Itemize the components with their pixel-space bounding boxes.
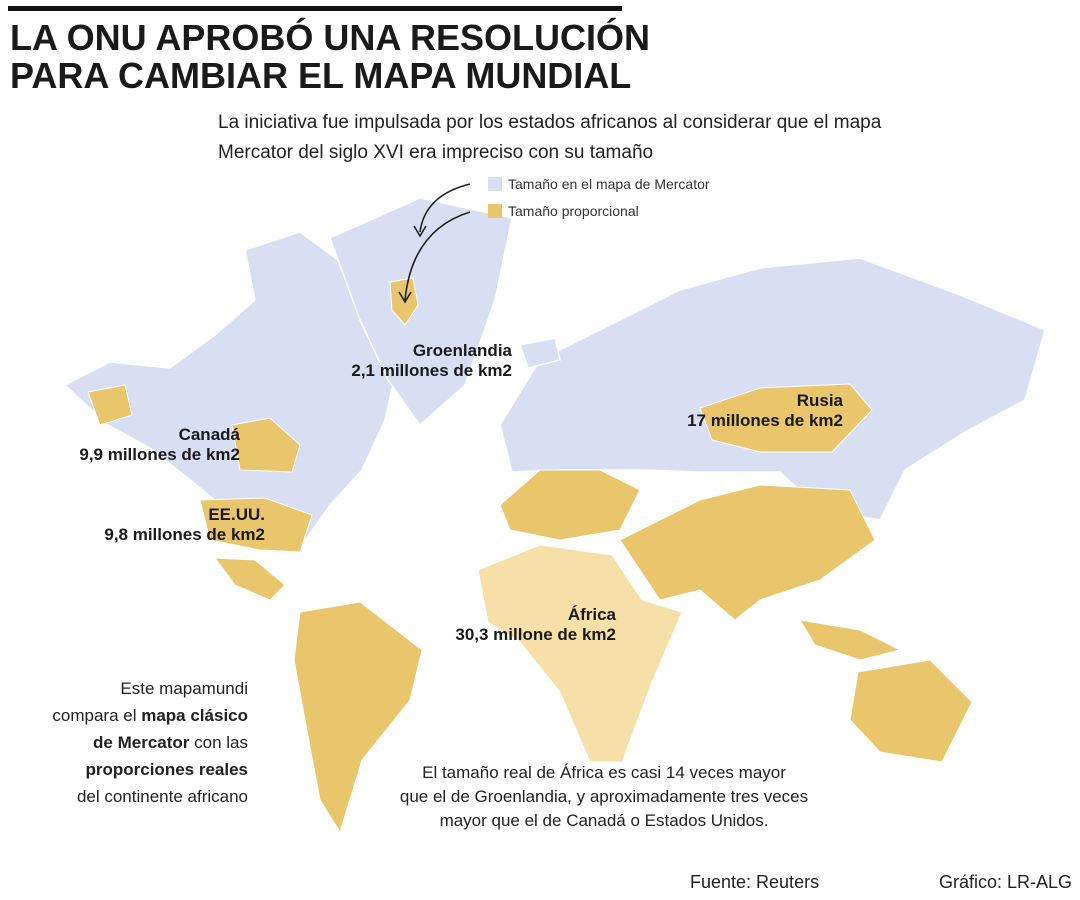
region-name: Canadá — [179, 425, 241, 444]
alaska — [87, 384, 133, 426]
side-note-bold: proporciones reales — [85, 760, 248, 779]
region-area: 9,8 millones de km2 — [104, 525, 265, 544]
side-note-line: Este mapamundi — [120, 679, 248, 698]
bottom-note-line: mayor que el de Canadá o Estados Unidos. — [440, 811, 769, 830]
side-note-line: del continente africano — [77, 787, 248, 806]
africa — [477, 544, 683, 763]
region-area: 2,1 millones de km2 — [351, 361, 512, 380]
map — [63, 197, 1046, 834]
greenland-mercator — [329, 197, 513, 427]
region-area: 9,9 millones de km2 — [79, 445, 240, 464]
region-name: Groenlandia — [413, 341, 513, 360]
side-note-line: compara el mapa clásico — [52, 706, 248, 725]
russia-proportional — [699, 383, 873, 453]
canada — [231, 417, 301, 473]
title-line: PARA CAMBIAR EL MAPA MUNDIAL — [10, 55, 631, 96]
title-rule — [8, 6, 622, 11]
asia — [619, 484, 876, 621]
side-note-bold: mapa clásico — [141, 706, 248, 725]
side-note-text: compara el — [52, 706, 141, 725]
usa — [199, 497, 313, 553]
south-america — [293, 601, 423, 834]
bottom-note-line: El tamaño real de África es casi 14 vece… — [422, 763, 786, 782]
arrowhead — [398, 291, 412, 304]
region-name: EE.UU. — [208, 505, 265, 524]
source: Fuente: Reuters — [690, 872, 819, 892]
region-name: África — [568, 605, 617, 624]
subtitle-line: La iniciativa fue impulsada por los esta… — [218, 112, 882, 133]
mexico — [213, 557, 286, 601]
legend: Tamaño en el mapa de Mercator Tamaño prop… — [488, 176, 710, 219]
region-area: 30,3 millone de km2 — [455, 625, 616, 644]
southeast-asia — [799, 619, 902, 661]
side-note-text: con las — [189, 733, 248, 752]
side-note-line: proporciones reales — [85, 760, 248, 779]
iceland-mercator — [519, 337, 561, 369]
credit: Gráfico: LR-ALG — [939, 872, 1072, 892]
legend-swatch — [488, 204, 502, 218]
side-note-line: de Mercator con las — [93, 733, 248, 752]
arrow — [419, 183, 471, 233]
bottom-note-line: que el de Groenlandia, y aproximadamente… — [400, 787, 808, 806]
legend-label: Tamaño proporcional — [508, 203, 639, 219]
europe — [499, 469, 641, 541]
arrow — [404, 211, 471, 301]
side-note-text: del continente africano — [77, 787, 248, 806]
side-note-text: Este mapamundi — [120, 679, 248, 698]
legend-label: Tamaño en el mapa de Mercator — [508, 176, 710, 192]
side-note-bold: de Mercator — [93, 733, 190, 752]
side-note: Este mapamundi compara el mapa clásico de … — [52, 679, 248, 806]
australia — [849, 659, 973, 763]
region-name: Rusia — [797, 391, 844, 410]
subtitle-line: Mercator del siglo XVI era impreciso con… — [218, 142, 653, 163]
title-line: LA ONU APROBÓ UNA RESOLUCIÓN — [10, 16, 650, 58]
legend-swatch — [488, 177, 502, 191]
arrowhead — [413, 225, 427, 238]
region-area: 17 millones de km2 — [687, 411, 843, 430]
